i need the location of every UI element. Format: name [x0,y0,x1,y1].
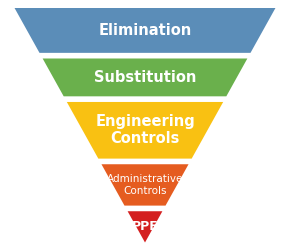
Polygon shape [67,102,223,158]
Polygon shape [14,8,276,53]
Polygon shape [43,58,247,96]
Polygon shape [102,164,188,205]
Text: Engineering
Controls: Engineering Controls [95,114,195,146]
Text: Elimination: Elimination [98,23,192,38]
Polygon shape [128,211,162,242]
Text: Substitution: Substitution [94,70,196,85]
Text: Administrative
Controls: Administrative Controls [107,174,183,196]
Text: PPE: PPE [132,220,158,233]
